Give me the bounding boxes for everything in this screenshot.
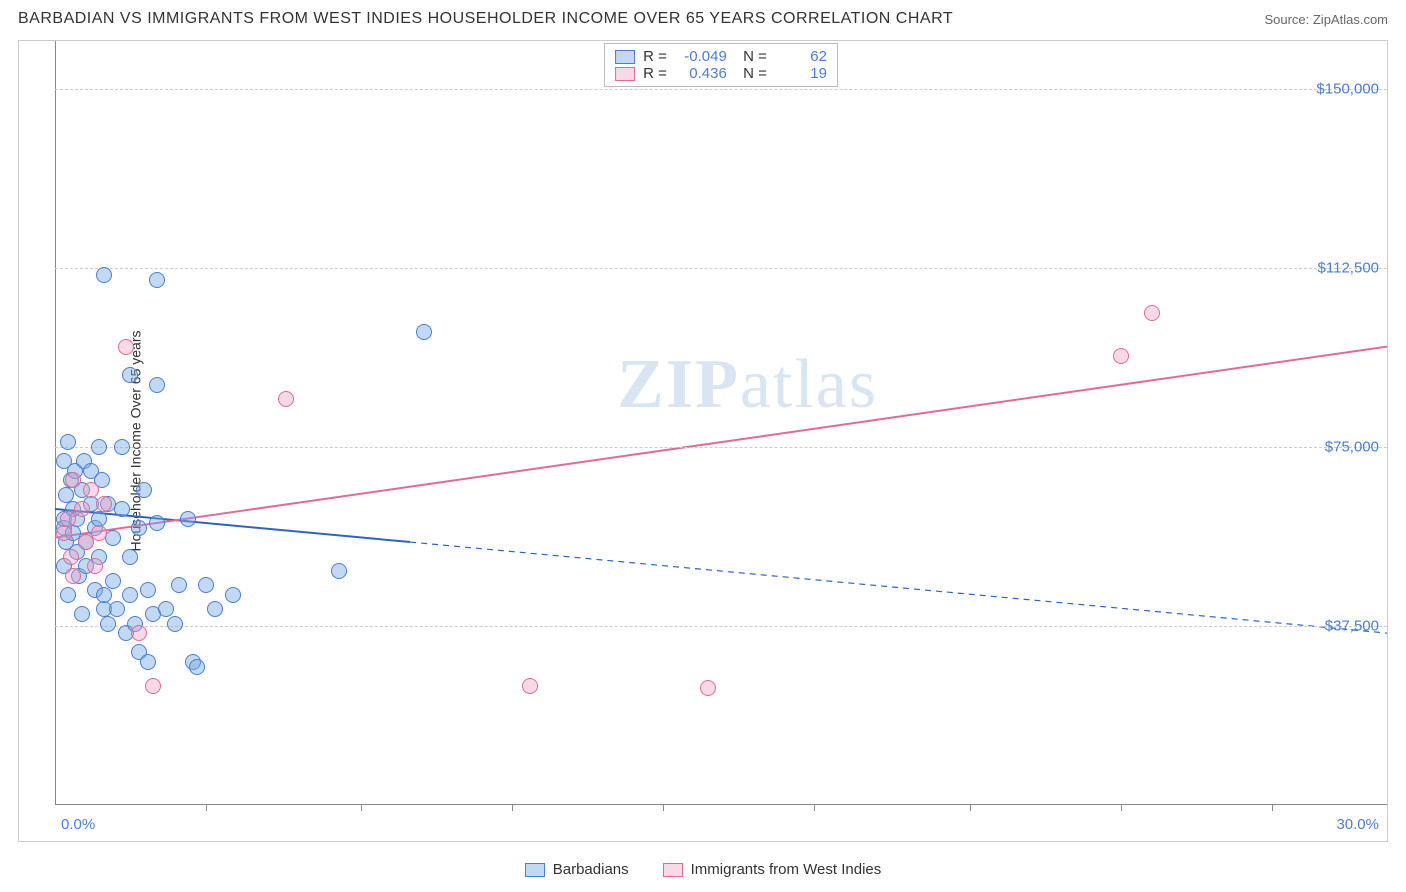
marker-immigrants [96, 496, 112, 512]
stat-n-label: N = [735, 65, 767, 82]
chart-header: BARBADIAN VS IMMIGRANTS FROM WEST INDIES… [0, 0, 1406, 34]
regression-solid-immigrants [55, 347, 1387, 538]
marker-immigrants [700, 680, 716, 696]
marker-barbadians [180, 511, 196, 527]
marker-barbadians [149, 272, 165, 288]
marker-barbadians [140, 654, 156, 670]
chart-title: BARBADIAN VS IMMIGRANTS FROM WEST INDIES… [18, 10, 953, 28]
marker-immigrants [63, 549, 79, 565]
chart-source: Source: ZipAtlas.com [1264, 12, 1388, 27]
stat-r-value: 0.436 [675, 65, 727, 82]
x-tick [814, 805, 815, 811]
marker-barbadians [171, 577, 187, 593]
x-tick [1121, 805, 1122, 811]
marker-barbadians [149, 515, 165, 531]
regression-dash-barbadians [410, 542, 1387, 633]
marker-barbadians [109, 601, 125, 617]
marker-immigrants [65, 472, 81, 488]
marker-barbadians [114, 501, 130, 517]
x-tick [206, 805, 207, 811]
y-tick-label: $112,500 [1318, 259, 1379, 276]
marker-immigrants [83, 482, 99, 498]
marker-barbadians [167, 616, 183, 632]
marker-immigrants [278, 391, 294, 407]
marker-barbadians [60, 434, 76, 450]
marker-immigrants [56, 525, 72, 541]
marker-barbadians [122, 587, 138, 603]
y-tick-label: $75,000 [1325, 438, 1379, 455]
marker-immigrants [65, 568, 81, 584]
stat-n-value: 19 [775, 65, 827, 82]
y-tick-label: $37,500 [1325, 617, 1379, 634]
stats-row-immigrants: R = 0.436 N = 19 [615, 65, 827, 82]
y-tick-label: $150,000 [1316, 80, 1379, 97]
marker-barbadians [131, 520, 147, 536]
x-tick [1272, 805, 1273, 811]
marker-immigrants [145, 678, 161, 694]
marker-barbadians [96, 587, 112, 603]
marker-immigrants [131, 625, 147, 641]
marker-barbadians [158, 601, 174, 617]
marker-barbadians [114, 439, 130, 455]
plot-area: ZIPatlas R =-0.049 N =62R =0.436 N =19 $… [55, 41, 1387, 805]
marker-barbadians [136, 482, 152, 498]
legend-label: Barbadians [553, 861, 629, 878]
marker-immigrants [91, 525, 107, 541]
stat-n-value: 62 [775, 48, 827, 65]
gridline-h [55, 447, 1387, 448]
x-tick [970, 805, 971, 811]
marker-immigrants [522, 678, 538, 694]
marker-barbadians [60, 587, 76, 603]
marker-barbadians [96, 267, 112, 283]
swatch-immigrants [615, 67, 635, 81]
bottom-legend: Barbadians Immigrants from West Indies [0, 861, 1406, 878]
x-min-label: 0.0% [61, 816, 95, 833]
swatch-barbadians [615, 50, 635, 64]
marker-barbadians [416, 324, 432, 340]
marker-immigrants [74, 501, 90, 517]
marker-barbadians [331, 563, 347, 579]
marker-barbadians [140, 582, 156, 598]
x-tick [663, 805, 664, 811]
marker-immigrants [1113, 348, 1129, 364]
x-max-label: 30.0% [1336, 816, 1379, 833]
x-tick [361, 805, 362, 811]
plot-svg [55, 41, 1387, 805]
stats-legend: R = -0.049 N = 62 R = 0.436 N = 19 [604, 43, 838, 87]
legend-item: Barbadians [525, 861, 629, 878]
legend-swatch [663, 863, 683, 877]
chart-frame: Householder Income Over 65 years ZIPatla… [18, 40, 1388, 842]
marker-barbadians [225, 587, 241, 603]
stat-n-label: N = [735, 48, 767, 65]
legend-item: Immigrants from West Indies [663, 861, 882, 878]
stat-r-label: R = [643, 65, 667, 82]
marker-barbadians [91, 439, 107, 455]
marker-immigrants [118, 339, 134, 355]
marker-barbadians [74, 606, 90, 622]
marker-barbadians [149, 377, 165, 393]
x-tick [512, 805, 513, 811]
marker-barbadians [189, 659, 205, 675]
gridline-h [55, 89, 1387, 90]
stats-row-barbadians: R = -0.049 N = 62 [615, 48, 827, 65]
gridline-h [55, 626, 1387, 627]
gridline-h [55, 268, 1387, 269]
marker-barbadians [105, 573, 121, 589]
marker-immigrants [1144, 305, 1160, 321]
marker-barbadians [207, 601, 223, 617]
stat-r-label: R = [643, 48, 667, 65]
marker-barbadians [122, 367, 138, 383]
legend-label: Immigrants from West Indies [691, 861, 882, 878]
marker-immigrants [87, 558, 103, 574]
stat-r-value: -0.049 [675, 48, 727, 65]
marker-barbadians [198, 577, 214, 593]
marker-barbadians [100, 616, 116, 632]
marker-barbadians [122, 549, 138, 565]
legend-swatch [525, 863, 545, 877]
